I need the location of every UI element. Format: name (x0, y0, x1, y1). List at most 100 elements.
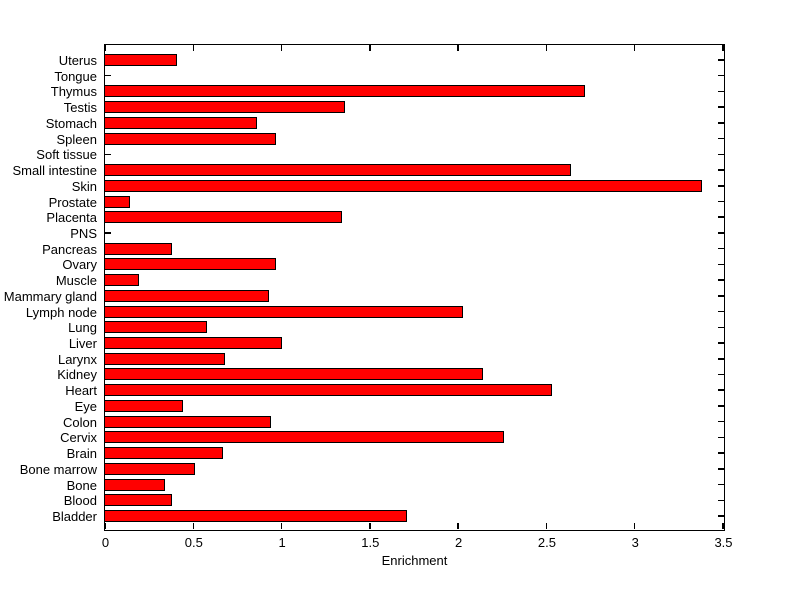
y-axis-tick-right (718, 185, 724, 187)
x-axis-tick-top (457, 45, 459, 51)
y-axis-tick-right (718, 373, 724, 376)
y-tick-label-eye: Eye (74, 398, 97, 414)
y-axis-tick-right (718, 216, 724, 218)
x-tick-label-2-5: 2.5 (537, 535, 556, 550)
y-axis-tick-right (718, 483, 724, 486)
x-tick-label-3-5: 3.5 (714, 535, 733, 550)
y-tick-label-mammary-gland: Mammary gland (3, 288, 97, 304)
y-tick-label-colon: Colon (63, 414, 97, 430)
y-tick-label-uterus: Uterus (58, 53, 97, 68)
x-axis-tick-bottom (104, 523, 106, 529)
y-axis-tick-right (718, 358, 724, 360)
bar-testis (103, 101, 346, 114)
y-axis-tick-right (718, 90, 724, 93)
plot-area (103, 44, 725, 531)
bar-prostate (103, 195, 130, 208)
y-axis-tick-left (105, 74, 111, 77)
y-tick-label-blood: Blood (63, 493, 97, 509)
y-axis-tick-right (718, 106, 724, 108)
y-tick-label-lung: Lung (68, 320, 97, 336)
bar-spleen (103, 132, 277, 145)
x-tick-label-0: 0 (101, 535, 110, 550)
y-tick-label-liver: Liver (68, 336, 97, 352)
bar-mammary-gland (103, 289, 270, 302)
y-tick-label-spleen: Spleen (56, 131, 97, 147)
bar-blood (103, 494, 173, 507)
x-axis-tick-bottom (457, 523, 459, 529)
y-axis-tick-right (718, 200, 724, 203)
y-tick-label-muscle: Muscle (55, 273, 97, 289)
bar-placenta (103, 211, 342, 224)
y-axis-tick-right (718, 326, 724, 329)
x-tick-label-1: 1 (278, 535, 286, 550)
x-axis-tick-bottom (545, 523, 548, 529)
y-axis-tick-right (718, 389, 724, 391)
y-tick-label-testis: Testis (63, 100, 97, 116)
y-axis-tick-right (718, 232, 724, 234)
y-axis-tick-right (718, 169, 724, 171)
bar-lymph-node (103, 305, 464, 318)
bar-ovary (103, 258, 277, 271)
y-tick-label-small-intestine: Small intestine (12, 163, 97, 179)
bar-muscle (103, 274, 139, 287)
x-axis-tick-bottom (192, 523, 195, 529)
y-axis-tick-right (718, 295, 724, 297)
y-tick-label-brain: Brain (66, 446, 97, 462)
y-tick-label-bone-marrow: Bone marrow (19, 461, 97, 477)
y-tick-label-stomach: Stomach (45, 115, 97, 131)
x-axis-tick-bottom (722, 523, 724, 529)
bar-pancreas (103, 242, 173, 255)
y-tick-label-larynx: Larynx (57, 351, 97, 367)
y-tick-label-pancreas: Pancreas (42, 241, 97, 257)
x-axis-tick-bottom (633, 523, 636, 529)
x-tick-label-3: 3 (631, 535, 639, 550)
y-axis-tick-right (718, 59, 724, 61)
y-tick-label-bladder: Bladder (52, 509, 97, 524)
y-axis-tick-right (718, 405, 724, 407)
y-axis-tick-right (718, 515, 724, 517)
y-tick-label-thymus: Thymus (50, 84, 97, 100)
x-axis-tick-top (722, 45, 724, 51)
x-axis-tick-bottom (369, 523, 371, 529)
x-axis-tick-top (280, 45, 283, 51)
y-axis-tick-right (718, 137, 724, 140)
y-axis-tick-right (718, 452, 724, 454)
bar-eye (103, 399, 183, 412)
x-tick-label-2: 2 (455, 535, 463, 550)
x-tick-label-1-5: 1.5 (361, 535, 380, 550)
x-axis-tick-top (633, 45, 636, 51)
bar-colon (103, 415, 271, 428)
x-axis-label: Enrichment (381, 553, 448, 568)
bar-uterus (103, 54, 178, 66)
bar-liver (103, 337, 282, 350)
y-axis-tick-right (718, 468, 724, 470)
x-axis-tick-top (545, 45, 548, 51)
bar-skin (103, 179, 702, 192)
bar-bone (103, 478, 166, 491)
bar-lung (103, 321, 208, 334)
y-tick-label-tongue: Tongue (54, 68, 97, 84)
y-axis-tick-right (718, 74, 724, 77)
y-tick-label-heart: Heart (65, 383, 97, 399)
y-axis-tick-right (718, 310, 724, 313)
y-tick-label-ovary: Ovary (62, 257, 97, 273)
y-axis-tick-right (718, 263, 724, 266)
y-tick-label-lymph-node: Lymph node (25, 304, 97, 320)
y-tick-label-bone: Bone (66, 477, 97, 493)
y-tick-label-prostate: Prostate (48, 194, 97, 210)
x-axis-tick-bottom (280, 523, 283, 529)
y-axis-tick-right (718, 420, 724, 423)
y-axis-tick-right (718, 122, 724, 124)
y-tick-label-skin: Skin (71, 178, 97, 194)
y-axis-tick-left (105, 232, 111, 234)
y-tick-label-pns: PNS (70, 225, 97, 241)
bar-cervix (103, 431, 505, 444)
y-tick-label-soft-tissue: Soft tissue (36, 147, 97, 163)
x-axis-tick-top (104, 45, 106, 51)
y-axis-tick-right (718, 436, 724, 439)
x-axis-tick-top (369, 45, 371, 51)
bar-heart (103, 384, 552, 397)
y-axis-tick-right (718, 279, 724, 281)
y-axis-tick-right (718, 342, 724, 344)
